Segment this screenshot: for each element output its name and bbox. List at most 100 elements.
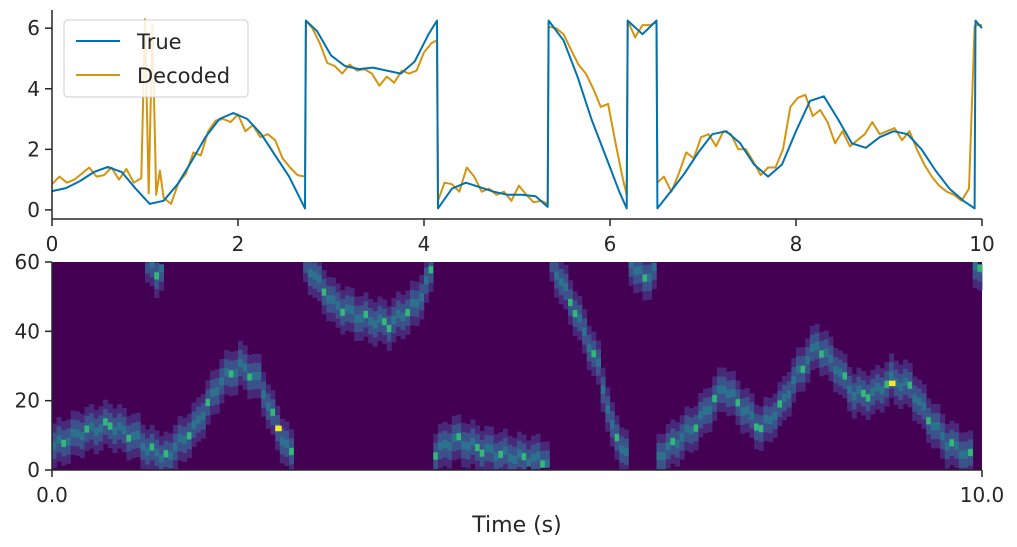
heatmap-cell (154, 430, 160, 445)
heatmap-cell (140, 455, 146, 469)
heatmap-cell (489, 444, 494, 453)
heatmap-cell (261, 390, 267, 399)
heatmap-cell (98, 430, 104, 442)
heatmap-cell (228, 382, 234, 397)
heatmap-cell (363, 316, 369, 328)
heatmap-cell (730, 401, 736, 416)
heatmap-cell (61, 421, 67, 436)
heatmap-cell (763, 406, 769, 418)
heatmap-cell (75, 429, 81, 438)
heatmap-cell (117, 428, 123, 440)
heatmap-cell (568, 310, 573, 325)
heatmap-cell (149, 262, 155, 269)
heatmap-cell (275, 405, 281, 420)
heatmap-cell (349, 311, 355, 323)
heatmap-cell (405, 321, 411, 335)
heatmap-cell (270, 414, 276, 426)
heatmap-cell (837, 381, 843, 395)
heatmap-cell (233, 359, 239, 371)
heatmap-cell (307, 268, 313, 278)
heatmap-cell (214, 378, 220, 390)
heatmap-cell (623, 453, 629, 465)
heatmap-cell (903, 390, 908, 405)
heatmap-peak-cell (275, 425, 282, 432)
heatmap-cell (926, 429, 932, 443)
heatmap-cell (112, 426, 118, 435)
heatmap-cell (726, 380, 732, 392)
heatmap-cell (940, 432, 946, 441)
heatmap-cell (535, 433, 541, 448)
heatmap-cell (363, 301, 369, 313)
heatmap-cell (489, 426, 494, 441)
heatmap-cell (372, 320, 378, 329)
heatmap-cell (679, 439, 685, 451)
heatmap-cell (591, 355, 597, 367)
heatmap-cell (265, 408, 271, 420)
heatmap-cell (414, 290, 420, 302)
heatmap-cell (782, 384, 787, 396)
heatmap-cell (103, 408, 109, 420)
heatmap-cell (507, 460, 513, 470)
heatmap-cell (693, 436, 699, 451)
heatmap-cell (242, 345, 248, 360)
heatmap-cell (977, 270, 983, 282)
heatmap-cell (461, 447, 467, 459)
heatmap-cell (916, 410, 922, 424)
heatmap-cell (107, 412, 113, 424)
heatmap-cell (335, 313, 341, 328)
heatmap-cell (386, 325, 392, 332)
heatmap-cell (363, 292, 369, 307)
heatmap-cell (944, 448, 950, 460)
heatmap-cell (410, 305, 415, 317)
heatmap-cell (224, 359, 230, 371)
heatmap-cell (233, 368, 239, 378)
heatmap-cell (861, 395, 867, 407)
heatmap-cell (289, 438, 294, 450)
heatmap-cell (568, 299, 573, 306)
heatmap-cell (949, 439, 955, 447)
heatmap-cell (930, 422, 936, 431)
heatmap-cell (456, 423, 462, 435)
heatmap-cell (391, 298, 397, 312)
heatmap-cell (610, 411, 615, 423)
heatmap-cell (154, 284, 160, 298)
heatmap-cell (75, 435, 81, 447)
heatmap-cell (414, 312, 420, 326)
heatmap-cell (400, 303, 406, 315)
heatmap-cell (391, 307, 397, 319)
heatmap-cell (689, 417, 694, 429)
heatmap-cell (675, 446, 680, 458)
heatmap-cell (563, 282, 569, 292)
heatmap-cell (489, 450, 494, 462)
heatmap-cell (884, 371, 890, 383)
heatmap-cell (517, 440, 522, 452)
heatmap-cell (735, 404, 741, 416)
heatmap-cell (926, 417, 931, 425)
heatmap-cell (261, 381, 267, 393)
heatmap-cell (103, 424, 109, 436)
heatmap-cell (498, 450, 503, 458)
heatmap-cell (451, 433, 457, 443)
heatmap-cell (665, 424, 671, 438)
heatmap-cell (796, 356, 801, 368)
heatmap-cell (307, 262, 313, 271)
heatmap-cell (656, 451, 662, 461)
heatmap-cell (303, 268, 308, 283)
heatmap-cell (954, 423, 960, 438)
heatmap-cell (354, 305, 360, 317)
top-x-tick-label: 10 (969, 232, 994, 256)
heatmap-cell (312, 277, 318, 289)
heatmap-cell (251, 362, 257, 374)
heatmap-cell (358, 314, 364, 323)
heatmap-cell (61, 451, 67, 466)
heatmap-cell (693, 415, 699, 427)
heatmap-cell (191, 433, 197, 447)
heatmap-cell (331, 286, 336, 298)
heatmap-cell (889, 353, 894, 368)
heatmap-cell (484, 443, 490, 453)
heatmap-cell (470, 428, 476, 440)
heatmap-cell (768, 406, 774, 418)
heatmap-cell (224, 374, 230, 386)
heatmap-cell (582, 318, 588, 330)
heatmap-cell (358, 296, 364, 311)
